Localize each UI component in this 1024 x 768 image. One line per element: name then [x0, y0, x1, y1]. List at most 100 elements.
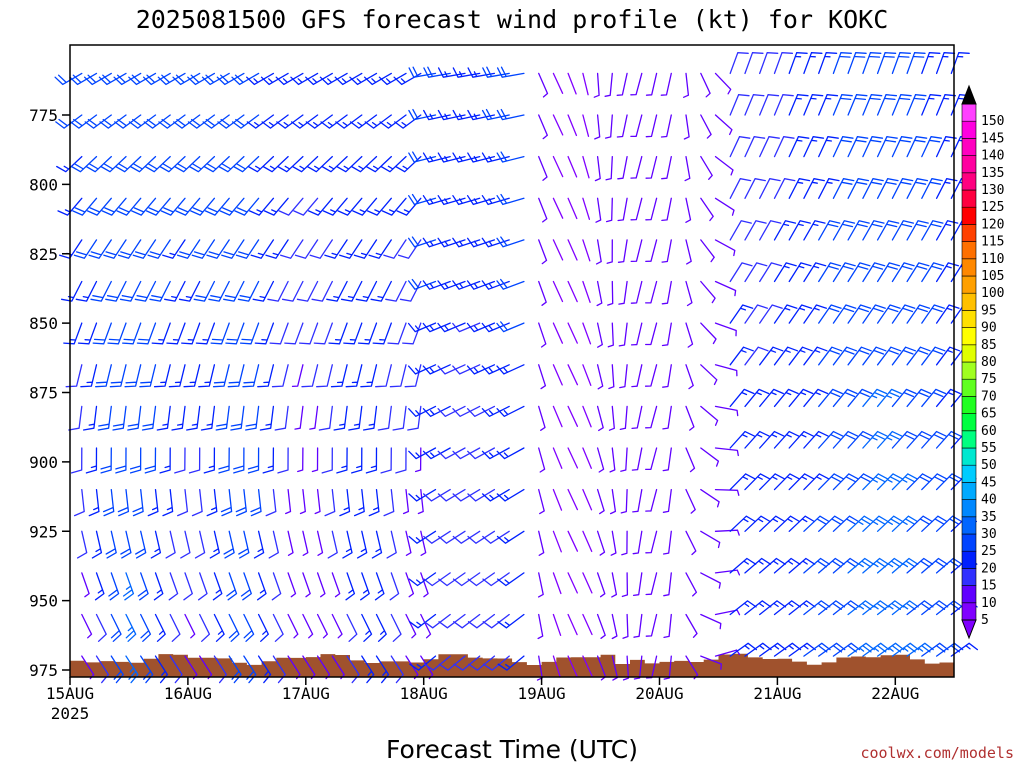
wind-barb: [906, 178, 929, 199]
wind-barb: [437, 405, 466, 417]
wind-barb: [437, 488, 466, 502]
wind-barb: [389, 572, 400, 601]
wind-barb: [437, 530, 466, 544]
wind-barb: [632, 530, 643, 555]
wind-barb: [663, 572, 672, 597]
wind-barb: [339, 239, 363, 259]
wind-barb: [422, 488, 451, 502]
wind-barb: [259, 405, 275, 431]
wind-barb: [414, 447, 422, 473]
wind-barb: [645, 280, 658, 304]
wind-barb: [818, 473, 844, 491]
wind-barb: [714, 529, 740, 536]
wind-barb: [102, 488, 115, 517]
colorbar-tick-label: 150: [981, 114, 1004, 129]
wind-barb: [396, 197, 422, 216]
wind-barb: [847, 346, 872, 366]
wind-barb: [803, 52, 823, 75]
wind-barb: [906, 346, 931, 366]
colorbar-tick-label: 5: [981, 613, 989, 628]
wind-barb: [337, 197, 363, 216]
wind-barb: [832, 642, 861, 657]
wind-barb: [660, 72, 672, 96]
wind-barb: [921, 515, 948, 532]
wind-barb: [567, 613, 578, 636]
wind-barb: [700, 280, 716, 304]
wind-barb: [139, 364, 157, 388]
wind-barb: [862, 388, 888, 408]
wind-barb: [422, 322, 451, 333]
wind-barb: [832, 178, 855, 199]
wind-barb: [616, 114, 628, 138]
x-tick-label: 15AUG: [46, 684, 94, 703]
wind-barb: [212, 572, 223, 601]
wind-barb: [385, 280, 407, 302]
wind-barb: [309, 405, 319, 430]
wind-barb: [630, 280, 643, 304]
wind-barb: [110, 613, 122, 642]
wind-barb: [55, 114, 83, 129]
wind-barb: [685, 364, 694, 390]
wind-barb: [218, 155, 245, 173]
wind-barb: [552, 197, 564, 219]
wind-barb: [314, 488, 321, 515]
wind-barb: [538, 322, 547, 348]
colorbar-swatch: [961, 258, 977, 277]
wind-barb: [109, 364, 127, 388]
wind-barb: [171, 405, 186, 431]
wind-barb: [906, 52, 926, 75]
wind-barb: [165, 530, 176, 559]
wind-barb: [582, 447, 592, 469]
y-axis: 775 800 825 850 875 900 925 950 975: [29, 106, 70, 680]
wind-barb: [788, 304, 813, 324]
wind-barb: [140, 613, 152, 642]
wind-barb: [345, 572, 356, 601]
wind-barb: [788, 136, 810, 158]
wind-barb: [175, 197, 201, 216]
wind-barb: [644, 364, 658, 387]
wind-barb: [298, 322, 319, 345]
wind-barb: [847, 94, 868, 116]
credit-link[interactable]: coolwx.com/models: [860, 744, 1014, 762]
wind-barb: [153, 364, 171, 388]
colorbar-tick-label: 135: [981, 166, 1004, 181]
wind-barb: [194, 530, 206, 559]
wind-barb: [729, 136, 751, 158]
wind-barb: [773, 52, 794, 75]
wind-barb: [336, 155, 363, 173]
wind-barb: [759, 52, 779, 75]
wind-barb: [818, 388, 843, 408]
wind-barb: [773, 136, 795, 158]
wind-barb: [91, 530, 103, 559]
wind-barb: [134, 280, 157, 302]
wind-barb: [818, 515, 845, 532]
wind-barb: [744, 94, 765, 116]
wind-barb: [744, 515, 771, 532]
colorbar-swatch: [961, 378, 977, 397]
wind-barb: [188, 155, 216, 173]
wind-barb: [876, 304, 901, 324]
wind-barb: [360, 572, 370, 601]
wind-barb: [567, 530, 579, 552]
wind-barb: [247, 155, 275, 173]
wind-barb: [299, 488, 306, 515]
wind-barb: [788, 515, 815, 532]
wind-barb: [773, 642, 802, 657]
colorbar-swatch: [961, 396, 977, 414]
wind-barb: [316, 364, 333, 388]
wind-barb: [348, 405, 363, 431]
wind-barb: [538, 447, 546, 473]
wind-barb: [759, 346, 784, 366]
wind-barb: [97, 405, 112, 431]
wind-barb: [788, 52, 808, 75]
wind-barb: [221, 239, 245, 259]
colorbar-tick-label: 15: [981, 579, 997, 594]
wind-barb: [324, 239, 348, 259]
wind-barb: [257, 613, 269, 642]
wind-barb: [622, 655, 630, 681]
wind-barb: [729, 262, 753, 283]
wind-barb: [88, 239, 112, 259]
wind-barb: [73, 488, 85, 517]
wind-barb: [206, 239, 230, 259]
wind-barb: [481, 237, 510, 248]
